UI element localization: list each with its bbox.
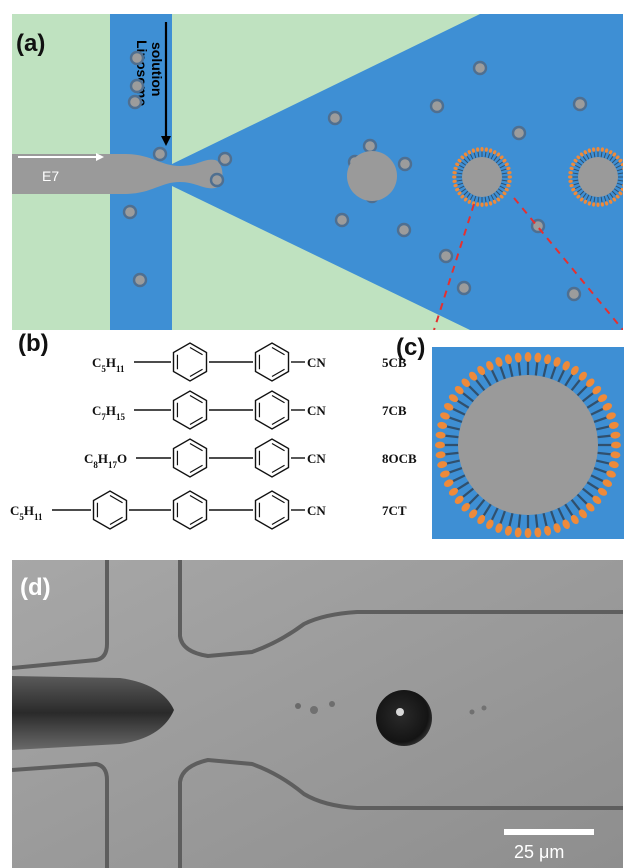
tail-group: C8H17O (84, 451, 127, 470)
scale-bar (504, 829, 594, 835)
liposome-label-line2: solution (149, 42, 165, 96)
cyano-group: CN (307, 451, 326, 466)
panel-b: C5H11 CN 5CB C7H15 CN 7CB C8H17O CN 8OCB C5H11 CN 7… (0, 330, 432, 552)
liposome-arrowhead (161, 136, 171, 146)
liposome (438, 248, 454, 264)
panel-d: 25 μm (d) (12, 560, 623, 868)
coated-droplet (452, 147, 512, 207)
e7-stream (12, 154, 223, 194)
outlet-channel (172, 14, 623, 330)
debris (481, 705, 487, 711)
microfluidic-schematic: E7 Liposome solution (12, 14, 623, 330)
liposome (396, 222, 412, 238)
liposome (122, 204, 138, 220)
channel-wall (178, 560, 623, 659)
liposome (152, 146, 168, 162)
chemical-structures: C5H11 CN 5CB C7H15 CN 7CB C8H17O CN 8OCB C5H11 CN 7… (10, 342, 417, 530)
micrograph: 25 μm (12, 560, 623, 868)
compound-name: 7CT (382, 503, 407, 518)
panel-a-label: (a) (16, 30, 46, 57)
zoom-line-left (433, 203, 475, 330)
liposome (132, 272, 148, 288)
cyano-group: CN (307, 355, 326, 370)
cyano-group: CN (307, 503, 326, 518)
molecule-7ct: C5H11 CN 7CT (10, 490, 407, 530)
panel-a: E7 Liposome solution (12, 14, 623, 330)
panel-b-label: (b) (18, 330, 49, 357)
zoom-line-right (513, 197, 623, 330)
compound-name: 5CB (382, 355, 407, 370)
debris (295, 703, 301, 709)
e7-stream-tip (12, 676, 174, 750)
e7-arrowhead (96, 153, 104, 161)
compound-name: 7CB (382, 403, 407, 418)
liposome (429, 98, 445, 114)
liposome-zoom (432, 347, 624, 539)
liposome (127, 94, 143, 110)
liposome (209, 172, 225, 188)
tail-group: C7H15 (92, 403, 126, 422)
molecule-5cb: C5H11 CN 5CB (92, 342, 407, 382)
channel-wall (12, 761, 109, 868)
panel-c (432, 347, 624, 539)
liposome (456, 280, 472, 296)
coated-droplet-zoom (435, 352, 621, 538)
liposome (362, 138, 378, 154)
liposome (334, 212, 350, 228)
liposome (566, 286, 582, 302)
molecule-8ocb: C8H17O CN 8OCB (84, 438, 417, 478)
tail-group: C5H11 (92, 355, 125, 374)
lc-droplet (376, 690, 432, 746)
liposome (217, 151, 233, 167)
liposome (511, 125, 527, 141)
channel-wall (178, 757, 623, 868)
droplet-highlight (396, 708, 404, 716)
liposome (397, 156, 413, 172)
e7-label: E7 (42, 168, 59, 184)
liposome (572, 96, 588, 112)
liposome (472, 60, 488, 76)
liposome (327, 110, 343, 126)
compound-name: 8OCB (382, 451, 417, 466)
debris (310, 706, 318, 714)
debris (469, 709, 475, 715)
tail-group: C5H11 (10, 503, 43, 522)
panel-d-label: (d) (20, 574, 51, 601)
scale-bar-label: 25 μm (514, 842, 564, 862)
e7-droplet (347, 151, 397, 201)
channel-wall (12, 560, 109, 670)
molecule-7cb: C7H15 CN 7CB (92, 390, 407, 430)
coated-droplet (568, 147, 623, 207)
liposome (129, 78, 145, 94)
debris (329, 701, 335, 707)
cyano-group: CN (307, 403, 326, 418)
panel-c-label: (c) (396, 334, 426, 361)
liposome (129, 50, 145, 66)
